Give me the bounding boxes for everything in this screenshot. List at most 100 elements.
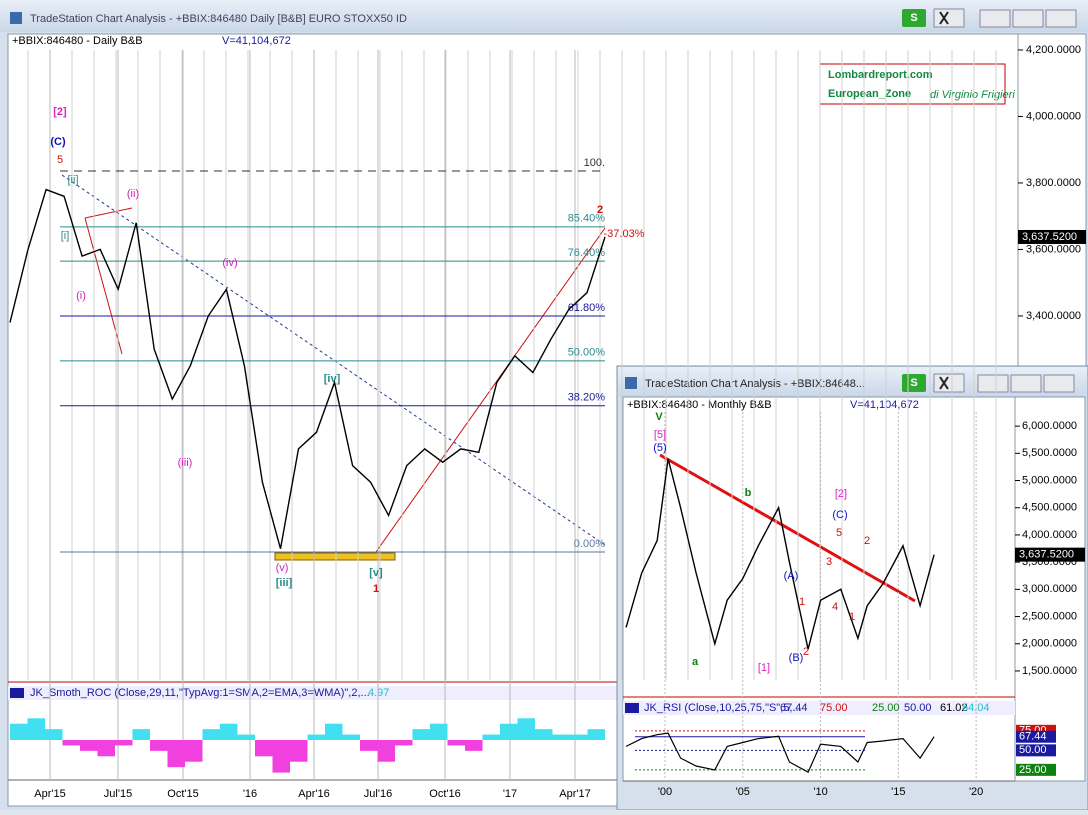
strategy-button[interactable] <box>902 9 926 27</box>
price-axis <box>1014 396 1086 782</box>
indicator-icon <box>625 703 639 713</box>
trend-line <box>659 453 916 603</box>
x-tick-label: Apr'17 <box>559 788 590 800</box>
wave-label: -37.03% <box>604 228 645 240</box>
x-tick-label: Oct'16 <box>429 788 460 800</box>
rsi-readout: 61.02 <box>940 702 968 714</box>
roc-bar <box>255 740 273 757</box>
window-title: TradeStation Chart Analysis - +BBIX:8464… <box>645 378 865 390</box>
wave-label: [1] <box>758 662 770 674</box>
y-tick-label: 5,500.0000 <box>1022 447 1077 459</box>
y-tick-label: 4,500.0000 <box>1022 502 1077 514</box>
roc-bar <box>115 740 133 746</box>
y-tick-label: 5,000.0000 <box>1022 474 1077 486</box>
chart-menu-icon <box>939 11 949 25</box>
wave-label: 2 <box>803 646 809 658</box>
wave-label: [5] <box>654 429 666 441</box>
roc-bar <box>97 740 115 757</box>
volume-label: V=41,104,672 <box>222 35 291 47</box>
fib-label: 38.20% <box>568 392 606 404</box>
wave-label: [2] <box>53 106 67 118</box>
y-tick-label: 4,000.0000 <box>1022 529 1077 541</box>
roc-bar <box>395 740 413 746</box>
fib-label: 85.40% <box>568 213 606 225</box>
roc-bar <box>80 740 98 751</box>
rsi-readout: 25.00 <box>872 702 900 714</box>
roc-bar <box>535 729 553 740</box>
wave-label: 1 <box>849 611 855 623</box>
y-tick-label: 3,800.0000 <box>1026 177 1081 189</box>
wave-label: (5) <box>653 442 666 454</box>
close-button[interactable] <box>1043 374 1075 393</box>
wave-label: 2 <box>597 204 603 216</box>
wave-label: [iv] <box>324 373 341 385</box>
rsi-readout: 75.00 <box>820 702 848 714</box>
strategy-button-label: S <box>910 377 917 389</box>
roc-bar <box>185 740 203 762</box>
roc-bar <box>290 740 308 762</box>
rsi-tag <box>1016 730 1056 743</box>
fib-label: 76.40% <box>568 247 606 259</box>
roc-bar <box>202 729 220 740</box>
app-icon <box>10 12 22 24</box>
symbol-label: +BBIX:846480 - Daily B&B <box>12 35 143 47</box>
rsi-tick-label: 25.00 <box>1019 764 1047 776</box>
x-tick-label: Jul'15 <box>104 788 132 800</box>
roc-bar <box>307 734 325 740</box>
roc-bar <box>62 740 80 746</box>
last-price-tag <box>1018 229 1086 244</box>
roc-bar <box>27 718 45 740</box>
x-tick-label: Oct'15 <box>167 788 198 800</box>
y-tick-label: 6,000.0000 <box>1022 420 1077 432</box>
y-tick-label: 2,500.0000 <box>1022 610 1077 622</box>
volume-label: V=41,104,672 <box>850 399 919 411</box>
x-tick-label: '16 <box>243 788 257 800</box>
roc-bar <box>237 734 255 740</box>
wave-label: 5 <box>836 527 842 539</box>
roc-bar <box>167 740 185 768</box>
roc-bar <box>220 723 238 740</box>
fib-label: 0.00% <box>574 538 605 550</box>
wave-label: (ii) <box>127 188 139 200</box>
roc-bar <box>10 723 28 740</box>
roc-bar <box>342 734 360 740</box>
roc-bar <box>587 729 605 740</box>
indicator-icon <box>10 688 24 698</box>
wave-label: [ii] <box>68 174 79 186</box>
roc-bar <box>325 723 343 740</box>
wave-label: 5 <box>57 154 63 166</box>
chart-menu-button[interactable] <box>933 8 965 28</box>
maximize-button[interactable] <box>1012 9 1044 28</box>
roc-bar <box>45 729 63 740</box>
x-tick-label: '20 <box>969 786 983 798</box>
wave-label: 4 <box>832 601 838 613</box>
app-icon <box>625 377 637 389</box>
wave-label: 1 <box>799 596 805 608</box>
roc-bar <box>272 740 290 773</box>
roc-bar <box>465 740 483 751</box>
maximize-button[interactable] <box>1010 374 1042 393</box>
roc-bar <box>500 723 518 740</box>
wave-label: 2 <box>864 535 870 547</box>
wave-label: a <box>692 656 699 668</box>
x-tick-label: Apr'16 <box>298 788 329 800</box>
roc-bar <box>377 740 395 762</box>
y-tick-label: 3,000.0000 <box>1022 583 1077 595</box>
wave-label: (B) <box>789 652 804 664</box>
fib-label: 50.00% <box>568 347 606 359</box>
rsi-tag <box>1016 744 1056 757</box>
wave-label: 1 <box>373 583 379 595</box>
roc-bar <box>430 723 448 740</box>
indicator-header <box>623 701 1015 715</box>
close-button[interactable] <box>1045 9 1077 28</box>
x-tick-label: Jul'16 <box>364 788 392 800</box>
roc-bar <box>552 734 570 740</box>
window-title: TradeStation Chart Analysis - +BBIX:8464… <box>30 13 407 25</box>
rsi-line <box>625 732 935 774</box>
y-tick-label: 2,000.0000 <box>1022 638 1077 650</box>
chart-menu-button[interactable] <box>933 373 965 393</box>
x-tick-label: '17 <box>503 788 517 800</box>
minimize-button[interactable] <box>977 374 1009 393</box>
minimize-button[interactable] <box>979 9 1011 28</box>
brand-zone: European_Zone <box>828 88 911 100</box>
